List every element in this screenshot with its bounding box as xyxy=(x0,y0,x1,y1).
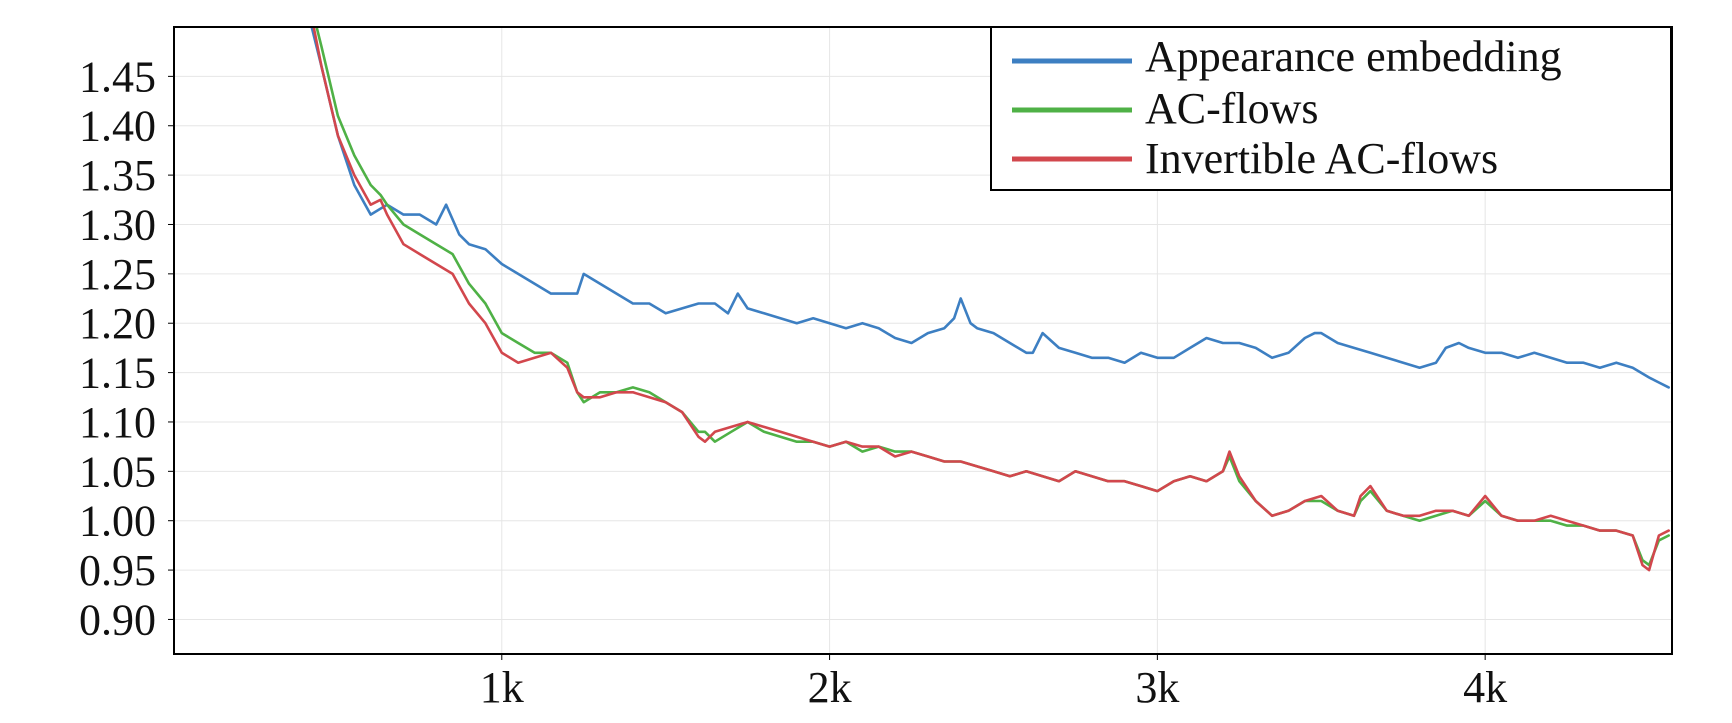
plot-frame xyxy=(173,26,1673,655)
y-tick-label-1-15: 1.15 xyxy=(79,349,156,398)
y-axis: 0.900.951.001.051.101.151.201.251.301.35… xyxy=(79,52,174,644)
y-tick-label-1-30: 1.30 xyxy=(79,200,156,249)
y-tick-label-1-20: 1.20 xyxy=(79,299,156,348)
x-tick-label-3k: 3k xyxy=(1135,663,1179,712)
x-tick-label-1k: 1k xyxy=(480,663,524,712)
y-tick-label-0-90: 0.90 xyxy=(79,595,156,644)
plot-lines xyxy=(310,27,1670,572)
y-tick-label-1-25: 1.25 xyxy=(79,250,156,299)
y-tick-label-0-95: 0.95 xyxy=(79,546,156,595)
y-tick-label-1-05: 1.05 xyxy=(79,447,156,496)
series-line-appearance-embedding xyxy=(310,27,1670,389)
y-tick-label-1-40: 1.40 xyxy=(79,102,156,151)
x-tick-label-4k: 4k xyxy=(1463,663,1507,712)
legend-label-ac-flows: AC-flows xyxy=(1145,84,1319,133)
legend: Appearance embedding AC-flows Invertible… xyxy=(990,26,1672,191)
series-line-invertible-ac-flows xyxy=(312,27,1670,572)
legend-label-appearance-embedding: Appearance embedding xyxy=(1145,32,1562,81)
grid xyxy=(174,27,1672,654)
y-tick-label-1-10: 1.10 xyxy=(79,398,156,447)
x-axis: 1k 2k 3k 4k xyxy=(480,654,1507,712)
y-tick-label-1-00: 1.00 xyxy=(79,497,156,546)
legend-label-invertible-ac-flows: Invertible AC-flows xyxy=(1145,134,1498,183)
y-tick-label-1-45: 1.45 xyxy=(79,52,156,101)
y-tick-label-1-35: 1.35 xyxy=(79,151,156,200)
x-tick-label-2k: 2k xyxy=(808,663,852,712)
